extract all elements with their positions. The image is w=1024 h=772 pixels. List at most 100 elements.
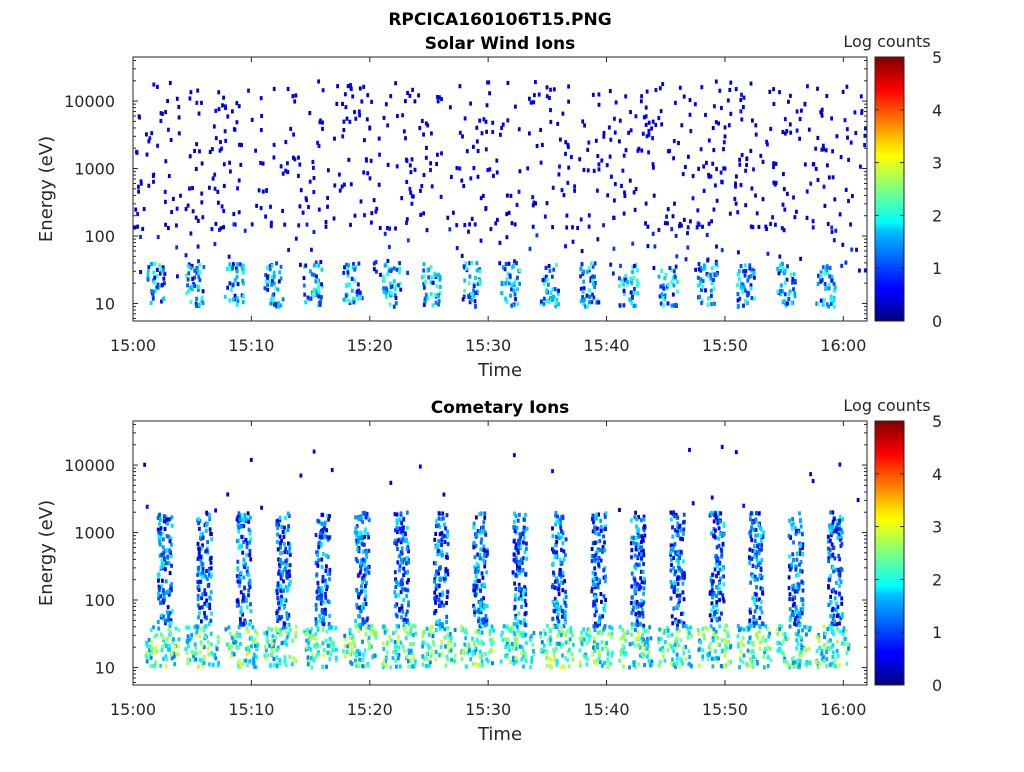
- spectrogram-cell: [234, 635, 237, 639]
- spectrogram-cell: [783, 659, 786, 663]
- spectrogram-cell: [512, 658, 515, 662]
- spectrogram-cell: [271, 264, 274, 268]
- spectrogram-cell: [473, 284, 476, 288]
- spectrogram-cell: [438, 517, 441, 521]
- spectrogram-cell: [439, 285, 442, 289]
- spectrogram-cell: [733, 197, 736, 201]
- spectrogram-cell: [271, 642, 274, 646]
- spectrogram-cell: [237, 539, 240, 543]
- spectrogram-cell: [747, 649, 750, 653]
- spectrogram-cell: [716, 564, 719, 568]
- spectrogram-cell: [479, 556, 482, 560]
- spectrogram-cell: [247, 651, 250, 655]
- spectrogram-cell: [223, 162, 226, 166]
- spectrogram-cell: [758, 574, 761, 578]
- spectrogram-cell: [788, 534, 791, 538]
- spectrogram-cell: [259, 161, 262, 165]
- spectrogram-cell: [401, 551, 404, 555]
- spectrogram-cell: [238, 625, 241, 629]
- spectrogram-cell: [508, 281, 511, 285]
- spectrogram-cell: [440, 542, 443, 546]
- spectrogram-cell: [276, 664, 279, 668]
- spectrogram-cell: [246, 663, 249, 667]
- spectrogram-cell: [465, 665, 468, 669]
- spectrogram-cell: [676, 280, 679, 284]
- spectrogram-cell: [277, 305, 280, 309]
- spectrogram-cell: [619, 119, 622, 123]
- spectrogram-cell: [249, 557, 252, 561]
- spectrogram-cell: [154, 289, 157, 293]
- spectrogram-cell: [500, 659, 503, 663]
- spectrogram-cell: [164, 567, 167, 571]
- spectrogram-cell: [689, 98, 692, 102]
- spectrogram-cell: [423, 173, 426, 177]
- spectrogram-cell: [389, 94, 392, 98]
- spectrogram-cell: [752, 665, 755, 669]
- spectrogram-cell: [239, 617, 242, 621]
- spectrogram-cell: [284, 559, 287, 563]
- spectrogram-cell: [706, 233, 709, 237]
- spectrogram-cell: [267, 627, 270, 631]
- spectrogram-cell: [567, 100, 570, 104]
- spectrogram-cell: [289, 628, 292, 632]
- spectrogram-cell: [561, 642, 564, 646]
- spectrogram-cell: [312, 160, 315, 164]
- spectrogram-cell: [322, 627, 325, 631]
- spectrogram-cell: [830, 279, 833, 283]
- spectrogram-cell: [159, 601, 162, 605]
- spectrogram-cell: [711, 573, 714, 577]
- spectrogram-cell: [279, 516, 282, 520]
- spectrogram-cell: [352, 300, 355, 304]
- spectrogram-cell: [591, 293, 594, 297]
- spectrogram-cell: [197, 521, 200, 525]
- spectrogram-cell: [447, 640, 450, 644]
- spectrogram-cell: [338, 173, 341, 177]
- spectrogram-cell: [169, 611, 172, 615]
- spectrogram-cell: [177, 105, 180, 109]
- spectrogram-cell: [293, 99, 296, 103]
- spectrogram-cell: [638, 587, 641, 591]
- spectrogram-cell: [637, 542, 640, 546]
- spectrogram-cell: [638, 635, 641, 639]
- spectrogram-cell: [350, 87, 353, 91]
- spectrogram-cell: [648, 129, 651, 133]
- spectrogram-cell: [604, 575, 607, 579]
- spectrogram-cell: [419, 465, 422, 469]
- spectrogram-cell: [333, 183, 336, 187]
- spectrogram-cell: [645, 106, 648, 110]
- spectrogram-cell: [185, 625, 188, 629]
- spectrogram-cell: [402, 517, 405, 521]
- spectrogram-cell: [460, 179, 463, 183]
- spectrogram-cell: [828, 274, 831, 278]
- spectrogram-cell: [310, 665, 313, 669]
- spectrogram-cell: [138, 114, 141, 118]
- spectrogram-cell: [351, 277, 354, 281]
- spectrogram-cell: [438, 653, 441, 657]
- spectrogram-cell: [165, 664, 168, 668]
- spectrogram-cell: [255, 204, 258, 208]
- spectrogram-cell: [722, 574, 725, 578]
- spectrogram-cell: [566, 658, 569, 662]
- spectrogram-cell: [349, 223, 352, 227]
- spectrogram-cell: [228, 647, 231, 651]
- spectrogram-cell: [243, 513, 246, 517]
- spectrogram-cell: [505, 212, 508, 216]
- spectrogram-cell: [507, 644, 510, 648]
- spectrogram-cell: [845, 261, 848, 265]
- spectrogram-cell: [472, 541, 475, 545]
- spectrogram-cell: [473, 645, 476, 649]
- spectrogram-cell: [362, 658, 365, 662]
- spectrogram-cell: [607, 652, 610, 656]
- spectrogram-cell: [384, 630, 387, 634]
- spectrogram-cell: [832, 632, 835, 636]
- spectrogram-cell: [717, 121, 720, 125]
- spectrogram-cell: [382, 625, 385, 629]
- spectrogram-cell: [631, 270, 634, 274]
- spectrogram-cell: [549, 108, 552, 112]
- spectrogram-cell: [164, 159, 167, 163]
- spectrogram-cell: [675, 234, 678, 238]
- spectrogram-cell: [421, 654, 424, 658]
- spectrogram-cell: [289, 127, 292, 131]
- spectrogram-cell: [447, 542, 450, 546]
- spectrogram-cell: [398, 554, 401, 558]
